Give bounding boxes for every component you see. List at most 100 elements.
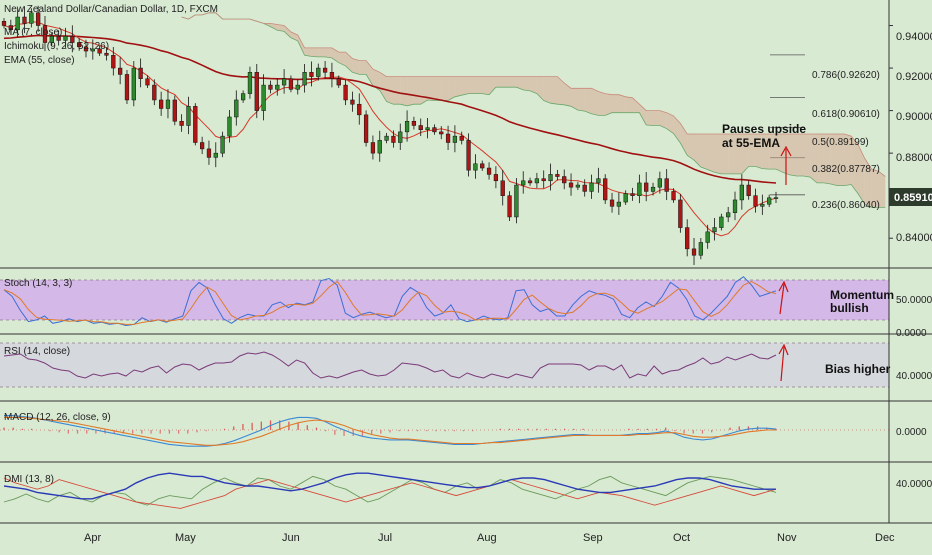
candle-body bbox=[206, 148, 212, 158]
candle-body bbox=[213, 152, 218, 158]
stoch-note-bg bbox=[826, 286, 888, 316]
candle-body bbox=[118, 67, 123, 75]
stoch-d-line bbox=[3, 280, 777, 325]
fib-label: 0.5(0.89199) bbox=[812, 137, 869, 148]
dmi-label: DMI (13, 8) bbox=[4, 474, 54, 485]
candle-body bbox=[316, 67, 321, 77]
candle-body bbox=[391, 135, 396, 143]
ichimoku-cloud-segment bbox=[325, 47, 332, 58]
candle-body bbox=[145, 78, 150, 86]
last-price-label: 0.85910 bbox=[894, 192, 932, 204]
ichimoku-cloud-segment bbox=[420, 76, 428, 105]
ichimoku-cloud-segment bbox=[393, 76, 401, 105]
macd-signal-line bbox=[4, 416, 776, 446]
candle-body bbox=[527, 180, 533, 184]
candle-body bbox=[521, 180, 526, 186]
candle-body bbox=[247, 72, 253, 94]
ichimoku-cloud-segment bbox=[434, 76, 442, 101]
ichimoku-cloud-segment bbox=[864, 158, 872, 208]
macd-label: MACD (12, 26, close, 9) bbox=[4, 412, 111, 423]
ichimoku-cloud-segment bbox=[454, 76, 462, 97]
x-tick-label: Oct bbox=[673, 532, 690, 544]
candle-body bbox=[384, 135, 389, 141]
ichimoku-span-b bbox=[181, 12, 886, 177]
candle-body bbox=[104, 52, 109, 56]
ichimoku-cloud-segment bbox=[318, 47, 326, 57]
candle-body bbox=[398, 131, 403, 143]
ichimoku-cloud-segment bbox=[468, 76, 476, 94]
ichimoku-cloud-segment bbox=[489, 76, 496, 95]
y-tick-label: 0.88000 bbox=[896, 152, 932, 164]
candle-body bbox=[165, 99, 171, 109]
dmi-adx-line bbox=[3, 472, 776, 500]
stoch-tick: 50.0000 bbox=[896, 295, 932, 306]
candle-body bbox=[281, 78, 287, 86]
candle-body bbox=[623, 193, 628, 203]
ema-55-line bbox=[3, 34, 777, 184]
candle-body bbox=[56, 35, 61, 41]
ichimoku-cloud-segment bbox=[748, 134, 756, 167]
candle-body bbox=[644, 182, 649, 192]
ichimoku-label: Ichimoku (9, 26, 52, 26) bbox=[4, 41, 109, 52]
candle-body bbox=[138, 67, 143, 79]
dmi-tick: 40.0000 bbox=[896, 479, 932, 490]
ichimoku-cloud-segment bbox=[441, 76, 449, 101]
ichimoku-cloud-segment bbox=[413, 76, 421, 105]
ichimoku-cloud-segment bbox=[823, 134, 831, 184]
candle-body bbox=[309, 72, 314, 77]
stoch-arrow-head bbox=[778, 280, 789, 293]
candle-body bbox=[70, 35, 75, 43]
rsi-tick: 40.0000 bbox=[896, 371, 932, 382]
candle-body bbox=[582, 184, 587, 192]
candle-body bbox=[562, 176, 567, 184]
ichimoku-cloud-segment bbox=[352, 58, 360, 75]
ichimoku-cloud-segment bbox=[482, 76, 490, 95]
ichimoku-cloud-segment bbox=[557, 76, 565, 105]
candle-body bbox=[445, 133, 451, 143]
candle-body bbox=[596, 178, 601, 184]
candle-body bbox=[466, 140, 471, 171]
candle-body bbox=[111, 55, 116, 69]
ichimoku-cloud-segment bbox=[741, 134, 749, 174]
axes bbox=[889, 25, 893, 239]
candle-body bbox=[603, 178, 608, 201]
ichimoku-cloud-segment bbox=[550, 76, 558, 105]
candle-body bbox=[500, 180, 505, 196]
candle-body bbox=[77, 42, 82, 48]
dmi-minus-di-line bbox=[3, 477, 777, 509]
ichimoku-cloud-segment bbox=[830, 134, 838, 186]
candle-body bbox=[712, 227, 717, 233]
ichimoku-cloud-segment bbox=[687, 134, 695, 161]
candle-body bbox=[193, 106, 198, 143]
ichimoku-cloud-segment bbox=[427, 76, 435, 101]
ichimoku-cloud-segment bbox=[618, 94, 626, 113]
x-tick-label: Jul bbox=[378, 532, 392, 544]
ma-label: MA (7, close) bbox=[4, 27, 62, 38]
candle-body bbox=[90, 48, 95, 52]
candle-body bbox=[83, 46, 89, 52]
ichimoku-cloud-segment bbox=[290, 31, 298, 41]
ema-label: EMA (55, close) bbox=[4, 55, 75, 66]
ichimoku-cloud-segment bbox=[653, 110, 660, 126]
candle-body bbox=[432, 127, 437, 133]
candle-body bbox=[172, 99, 177, 122]
ichimoku-cloud-segment bbox=[837, 134, 845, 186]
rsi-arrow-head bbox=[778, 343, 789, 356]
ichimoku-cloud-segment bbox=[400, 76, 408, 106]
rsi-band bbox=[0, 343, 889, 387]
candle-body bbox=[42, 25, 48, 43]
candle-body bbox=[746, 184, 751, 196]
candle-body bbox=[49, 35, 54, 43]
rsi-label: RSI (14, close) bbox=[4, 346, 70, 357]
stoch-annotation: Momentum bullish bbox=[830, 288, 894, 315]
y-tick-label: 0.94000 bbox=[896, 31, 932, 43]
stoch-arrow bbox=[779, 283, 785, 315]
candle-body bbox=[609, 199, 615, 207]
candle-body bbox=[370, 142, 376, 154]
ichimoku-cloud-segment bbox=[625, 96, 633, 113]
fib-label: 0.786(0.92620) bbox=[812, 70, 880, 81]
ichimoku-cloud-segment bbox=[523, 76, 531, 91]
x-tick-label: Sep bbox=[583, 532, 603, 544]
ichimoku-cloud-segment bbox=[803, 134, 811, 178]
ichimoku-cloud-segment bbox=[311, 47, 319, 57]
